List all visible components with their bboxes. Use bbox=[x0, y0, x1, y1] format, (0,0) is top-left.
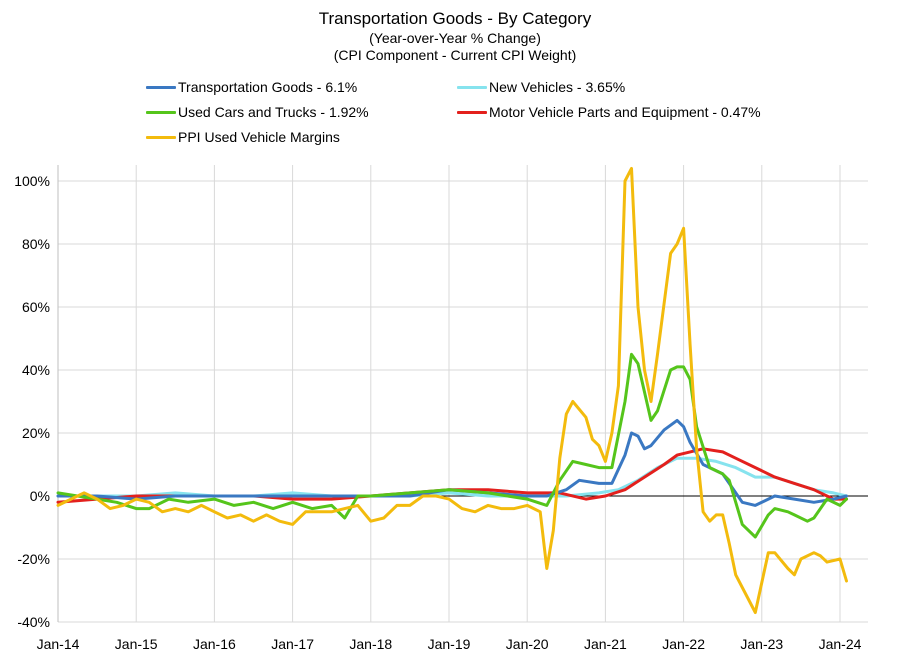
chart-title: Transportation Goods - By Category bbox=[318, 9, 592, 28]
legend-label: Motor Vehicle Parts and Equipment - 0.47… bbox=[489, 104, 761, 120]
y-tick-label: 100% bbox=[14, 173, 50, 189]
series-ppi-used-vehicle-margins bbox=[56, 166, 848, 614]
tick-labels: 100% 80% 60% 40% 20% 0% -20% -40% Jan-14 Jan-15 Ja… bbox=[14, 173, 861, 652]
x-tick-label: Jan-20 bbox=[506, 636, 549, 652]
x-tick-label: Jan-17 bbox=[271, 636, 314, 652]
y-tick-label: 0% bbox=[30, 488, 50, 504]
series-used-cars-and-trucks bbox=[56, 352, 848, 539]
legend-swatch bbox=[457, 110, 487, 114]
series-new-vehicles bbox=[56, 456, 848, 498]
x-tick-label: Jan-22 bbox=[662, 636, 705, 652]
legend-item-used-cars-and-trucks: Used Cars and Trucks - 1.92% bbox=[146, 104, 369, 120]
x-tick-label: Jan-15 bbox=[115, 636, 158, 652]
legend-label: Transportation Goods - 6.1% bbox=[178, 79, 358, 95]
legend-label: PPI Used Vehicle Margins bbox=[178, 129, 340, 145]
legend-item-new-vehicles: New Vehicles - 3.65% bbox=[457, 79, 625, 95]
legend-swatch bbox=[146, 85, 176, 89]
legend-item-ppi-used-vehicle-margins: PPI Used Vehicle Margins bbox=[146, 129, 340, 145]
legend-label: Used Cars and Trucks - 1.92% bbox=[178, 104, 369, 120]
legend-item-motor-vehicle-parts: Motor Vehicle Parts and Equipment - 0.47… bbox=[457, 104, 761, 120]
legend-item-transportation-goods: Transportation Goods - 6.1% bbox=[146, 79, 357, 95]
y-tick-label: 80% bbox=[22, 236, 50, 252]
x-tick-label: Jan-19 bbox=[428, 636, 471, 652]
x-tick-label: Jan-23 bbox=[740, 636, 783, 652]
legend-label: New Vehicles - 3.65% bbox=[489, 79, 626, 95]
legend-swatch bbox=[146, 135, 176, 139]
x-tick-label: Jan-18 bbox=[349, 636, 392, 652]
y-tick-label: 20% bbox=[22, 425, 50, 441]
x-tick-label: Jan-21 bbox=[584, 636, 627, 652]
legend-swatch bbox=[146, 110, 176, 114]
y-tick-label: 40% bbox=[22, 362, 50, 378]
y-tick-label: 60% bbox=[22, 299, 50, 315]
grid-lines bbox=[57, 165, 868, 623]
x-tick-label: Jan-14 bbox=[37, 636, 80, 652]
x-tick-label: Jan-24 bbox=[819, 636, 862, 652]
legend-swatch bbox=[457, 85, 487, 89]
series-lines bbox=[56, 166, 848, 614]
y-tick-label: -20% bbox=[17, 551, 50, 567]
chart-legend: Transportation Goods - 6.1% New Vehicles… bbox=[0, 0, 910, 160]
x-tick-label: Jan-16 bbox=[193, 636, 236, 652]
chart-title-block: Transportation Goods - By Category (Year… bbox=[0, 8, 910, 64]
chart-subtitle-line-2: (CPI Component - Current CPI Weight) bbox=[333, 47, 577, 63]
chart-subtitle-line-1: (Year-over-Year % Change) bbox=[369, 30, 541, 46]
series-transportation-goods bbox=[56, 418, 848, 507]
y-tick-label: -40% bbox=[17, 614, 50, 630]
